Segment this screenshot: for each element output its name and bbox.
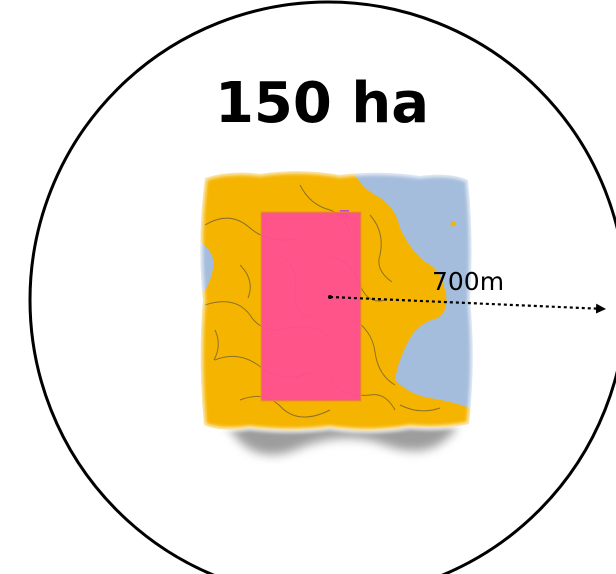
plot-rectangle [260,211,362,402]
left-inlet [200,240,214,292]
radius-origin [328,295,332,299]
radius-label: 700m [432,267,504,296]
radius-arrow [329,295,606,314]
area-label: 150 ha [215,71,429,136]
island [450,221,456,227]
